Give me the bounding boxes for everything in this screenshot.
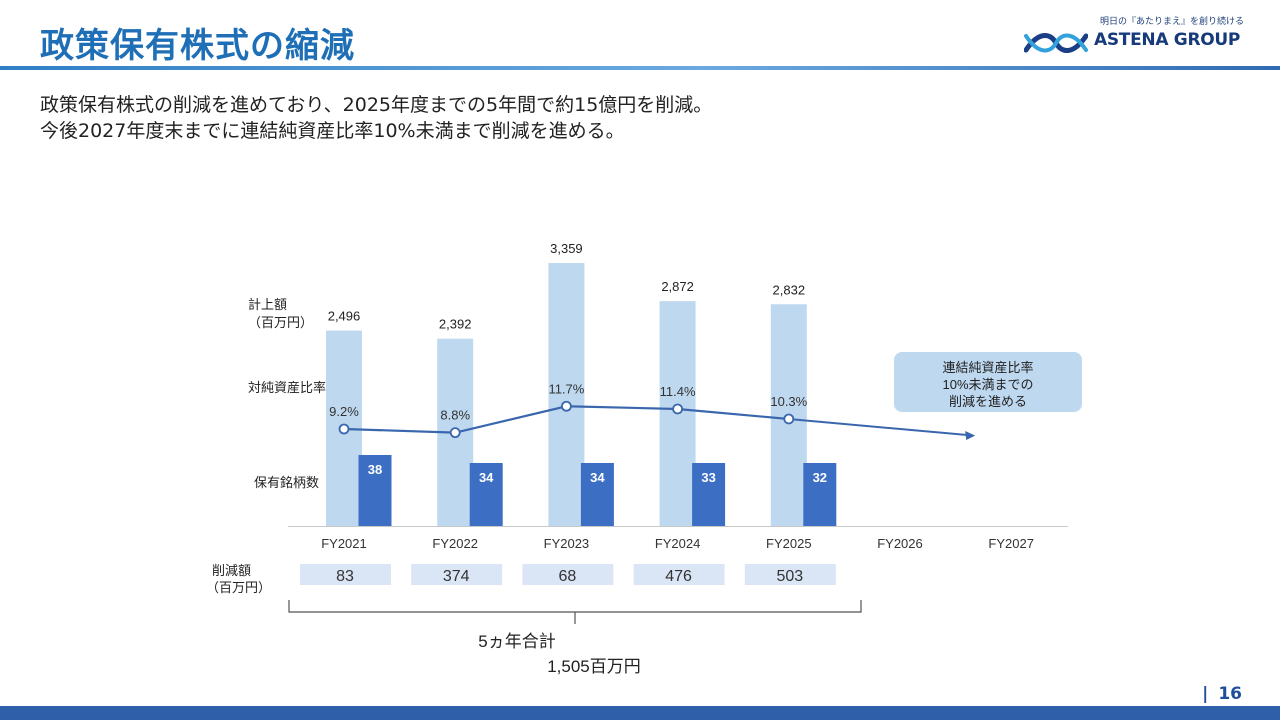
astena-wave-logo-icon [1024, 33, 1088, 53]
reduction-cell [522, 564, 614, 585]
ratio-point-label: 9.2% [329, 404, 359, 419]
ratio-point-label: 8.8% [440, 408, 470, 423]
series-label-count: 保有銘柄数 [254, 475, 319, 490]
page-number-value: 16 [1218, 684, 1242, 704]
reduction-cell [633, 564, 725, 585]
ratio-point [338, 423, 350, 435]
reduction-cell-value: 83 [336, 568, 354, 585]
reduction-cell-value: 374 [443, 568, 470, 585]
ratio-point-label: 11.4% [660, 384, 696, 399]
reduction-cell-value: 476 [665, 568, 692, 585]
count-bar-label: 38 [368, 462, 382, 477]
reduction-cell-value: 503 [776, 568, 803, 585]
ratio-projection-arrowhead [965, 431, 976, 440]
series-label-ratio: 対純資産比率 [248, 380, 326, 395]
logo-text: ASTENA GROUP [1094, 30, 1241, 50]
count-bar [469, 463, 503, 526]
series-label-amount-unit: （百万円） [248, 315, 313, 330]
ratio-point [783, 413, 795, 425]
reduction-cell [744, 564, 836, 585]
ratio-point [561, 400, 572, 412]
x-tick-label: FY2021 [321, 536, 367, 551]
reduction-cell-value: 68 [559, 568, 577, 585]
company-logo: 明日の『あたりまえ』を創り続ける ASTENA GROUP [1024, 14, 1244, 58]
total-value: 1,505百万円 [547, 657, 641, 676]
amount-bar-label: 2,496 [328, 309, 361, 324]
amount-bar-label: 2,832 [773, 282, 806, 297]
reduction-cell [300, 564, 391, 585]
page-number: | 16 [1202, 684, 1242, 704]
amount-bar-label: 2,872 [661, 279, 694, 294]
summary-line-1: 政策保有株式の削減を進めており、2025年度までの5年間で約15億円を削減。 [40, 94, 713, 116]
count-bar-label: 34 [590, 470, 605, 485]
count-bar [803, 463, 837, 526]
ratio-projection-line [788, 417, 968, 436]
count-bar-label: 32 [813, 470, 827, 485]
total-label: 5ヵ年合計 [478, 632, 555, 651]
footer-bar [0, 706, 1280, 720]
summary-text: 政策保有株式の削減を進めており、2025年度までの5年間で約15億円を削減。 今… [40, 92, 712, 144]
page-number-separator: | [1202, 684, 1209, 704]
total-bracket [288, 600, 862, 624]
count-bar [692, 463, 726, 526]
x-tick-label: FY2022 [432, 536, 478, 551]
ratio-point-label: 11.7% [548, 381, 584, 396]
amount-bar-label: 3,359 [550, 241, 583, 256]
count-bar-label: 34 [479, 470, 494, 485]
page-title: 政策保有株式の縮減 [40, 26, 355, 66]
x-tick-label: FY2025 [766, 536, 812, 551]
x-tick-label: FY2026 [877, 536, 923, 551]
title-divider [0, 66, 1280, 70]
count-bar [580, 463, 614, 526]
x-tick-label: FY2024 [655, 536, 701, 551]
count-bar-label: 33 [701, 470, 715, 485]
x-tick-label: FY2027 [988, 536, 1034, 551]
ratio-point-label: 10.3% [770, 394, 807, 409]
reduction-cell [411, 564, 503, 585]
reduction-row-label: 削減額 [212, 563, 251, 578]
target-callout-line-3: 削減を進める [949, 394, 1027, 409]
count-bar [358, 455, 392, 526]
ratio-point [449, 427, 461, 439]
amount-bar [548, 263, 585, 526]
target-callout-line-1: 連結純資産比率 [942, 360, 1033, 375]
target-callout-line-2: 10%未満までの [942, 377, 1033, 392]
series-label-amount: 計上額 [248, 297, 287, 312]
target-callout-box [894, 352, 1082, 412]
reduction-row-unit: （百万円） [206, 580, 271, 595]
logo-tagline: 明日の『あたりまえ』を創り続ける [1099, 17, 1244, 27]
amount-bar-label: 2,392 [439, 317, 472, 332]
summary-line-2: 今後2027年度末までに連結純資産比率10%未満まで削減を進める。 [40, 120, 625, 142]
ratio-point [672, 403, 683, 415]
x-tick-label: FY2023 [544, 536, 590, 551]
